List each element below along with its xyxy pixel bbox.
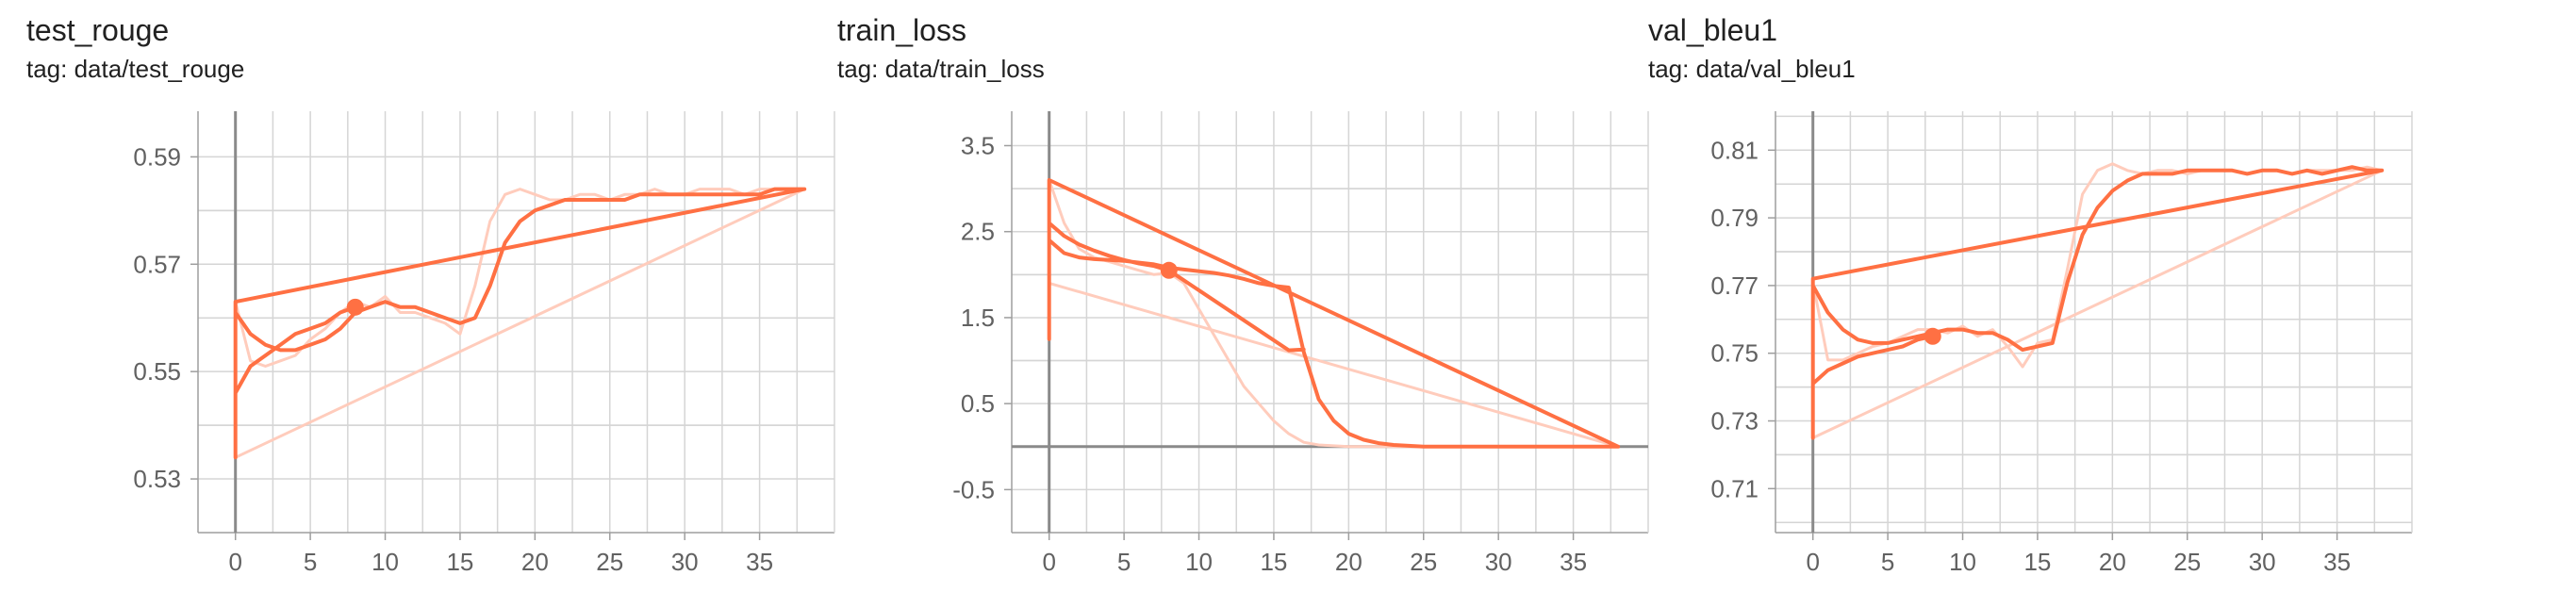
series-line-smoothed — [1810, 165, 2385, 440]
chart-title: test_rouge — [26, 13, 170, 47]
x-tick-label: 5 — [1117, 548, 1131, 576]
y-tick-label: 0.73 — [1710, 407, 1759, 436]
y-tick-label: 0.55 — [133, 357, 181, 386]
x-tick-label: 0 — [1806, 548, 1819, 576]
hover-marker — [1924, 327, 1941, 345]
y-tick-label: 0.59 — [133, 142, 181, 171]
y-tick-label: 0.75 — [1710, 339, 1759, 368]
x-tick-label: 10 — [372, 548, 399, 576]
hover-marker — [346, 298, 364, 316]
series-line-raw — [234, 188, 806, 459]
x-tick-label: 0 — [228, 548, 241, 576]
x-tick-label: 15 — [1260, 548, 1287, 576]
y-tick-label: 3.5 — [961, 131, 995, 159]
chart-title: val_bleu1 — [1648, 13, 1777, 47]
x-tick-label: 30 — [1485, 548, 1512, 576]
chart-panel-val-bleu1: val_bleu1 tag: data/val_bleu1 0 5 10 15 20 25… — [1648, 0, 2459, 592]
x-tick-label: 10 — [1185, 548, 1213, 576]
y-tick-label: 0.53 — [133, 465, 181, 493]
series-line-smoothed — [1047, 178, 1621, 449]
chart-tag: tag: data/test_rouge — [26, 55, 245, 83]
hover-marker — [1160, 261, 1178, 279]
x-tick-label: 5 — [304, 548, 317, 576]
y-tick-label: 0.5 — [961, 389, 995, 418]
x-tick-label: 25 — [2173, 548, 2201, 576]
x-tick-label: 25 — [596, 548, 623, 576]
y-tick-label: 0.79 — [1710, 204, 1759, 232]
chart-tag: tag: data/train_loss — [837, 55, 1045, 83]
chart-title: train_loss — [837, 13, 966, 47]
y-tick-label: 0.57 — [133, 250, 181, 278]
chart-plot[interactable]: 0 5 10 15 20 25 30 35 3.5 2.5 1.5 0.5 -0.5 — [837, 0, 1649, 592]
x-tick-label: 10 — [1949, 548, 1976, 576]
x-tick-label: 15 — [2023, 548, 2051, 576]
y-tick-label: -0.5 — [952, 475, 995, 503]
y-tick-label: 0.81 — [1710, 136, 1759, 164]
y-tick-label: 0.71 — [1710, 474, 1759, 502]
x-tick-label: 30 — [671, 548, 699, 576]
x-tick-label: 35 — [746, 548, 773, 576]
chart-panel-train-loss: train_loss tag: data/train_loss 0 5 10 15 20… — [837, 0, 1649, 592]
y-tick-label: 0.77 — [1710, 271, 1759, 300]
x-tick-label: 0 — [1042, 548, 1055, 576]
y-tick-label: 2.5 — [961, 218, 995, 246]
x-tick-label: 15 — [446, 548, 473, 576]
chart-tag: tag: data/val_bleu1 — [1648, 55, 1856, 83]
y-tick-label: 1.5 — [961, 304, 995, 332]
chart-panel-test-rouge: test_rouge tag: data/test_rouge 0 5 10 15 20… — [26, 0, 837, 592]
series-line-raw — [1811, 162, 2384, 439]
series-line-smoothed — [233, 187, 807, 460]
x-tick-label: 5 — [1881, 548, 1894, 576]
x-tick-label: 35 — [2323, 548, 2351, 576]
chart-plot[interactable]: 0 5 10 15 20 25 30 35 0.53 0.55 0.57 0.59 — [26, 0, 837, 592]
chart-plot[interactable]: 0 5 10 15 20 25 30 35 0.81 0.79 0.77 0.75 0.73 0.71 — [1648, 0, 2459, 592]
x-tick-label: 35 — [1560, 548, 1587, 576]
x-tick-label: 20 — [2099, 548, 2126, 576]
x-tick-label: 20 — [1335, 548, 1362, 576]
x-tick-label: 20 — [521, 548, 549, 576]
x-tick-label: 30 — [2249, 548, 2276, 576]
x-tick-label: 25 — [1410, 548, 1437, 576]
